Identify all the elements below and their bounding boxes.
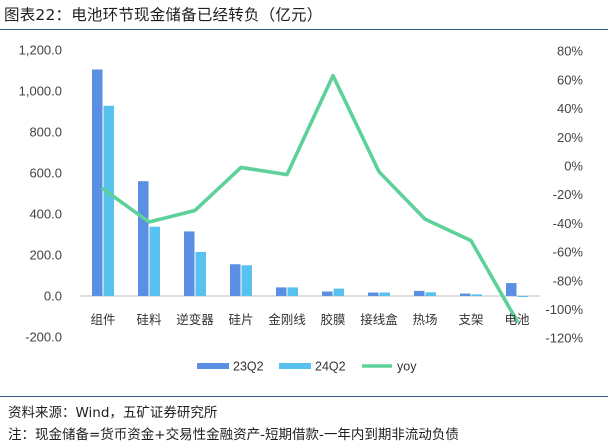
category-label: 组件 [90,312,115,327]
right-axis-tick-label: 80% [557,44,583,59]
bar-24q2 [517,296,528,298]
legend-swatch-24q2 [279,363,311,369]
right-axis-tick-label: -20% [553,187,584,202]
right-axis-tick-label: 60% [557,72,583,87]
bar-24q2 [287,287,298,296]
left-axis-tick-label: 400.0 [29,207,62,222]
right-axis-tick-label: -100% [545,302,583,317]
legend-swatch-23q2 [197,363,229,369]
bar-24q2 [425,292,436,296]
category-label: 逆变器 [176,312,214,327]
bar-23q2 [414,290,425,296]
bar-23q2 [460,293,471,296]
bar-23q2 [92,69,103,296]
title-rule [0,29,608,30]
category-label: 胶膜 [320,312,345,327]
left-axis-tick-label: 1,200.0 [19,43,62,58]
right-axis-tick-label: 0% [564,159,583,174]
bar-23q2 [138,181,149,296]
legend-label-yoy: yoy [397,360,417,374]
left-axis-tick-label: 600.0 [29,166,62,181]
yoy-line [101,73,519,323]
bar-23q2 [230,264,241,296]
bar-24q2 [471,294,482,296]
bar-24q2 [379,292,390,296]
category-label: 金刚线 [268,312,306,327]
right-axis-tick-label: 20% [557,130,583,145]
definition-note: 注：现金储备=货币资金+交易性金融资产-短期借款-一年内到期非流动负债 [8,427,459,443]
source-note: 资料来源：Wind，五矿证券研究所 [8,405,218,421]
left-axis-tick-label: 1,000.0 [19,84,62,99]
category-label: 硅料 [136,312,162,327]
right-axis-tick-label: -40% [553,216,584,231]
bar-23q2 [322,291,333,296]
bar-23q2 [184,231,195,296]
right-axis-tick-label: 40% [557,101,583,116]
left-axis-tick-label: 200.0 [29,248,62,263]
bar-23q2 [506,283,517,296]
left-axis-tick-label: -200.0 [25,330,62,345]
category-label: 支架 [458,312,483,327]
category-label: 电池 [504,312,530,327]
combo-chart: -200.0 0.0 200.0 400.0 600.0 800.0 1,000.0 1,20… [19,43,584,374]
bar-24q2 [195,251,206,296]
category-label: 硅片 [228,312,253,327]
right-axis-tick-label: -60% [553,245,584,260]
figure-title: 图表22：电池环节现金储备已经转负（亿元） [4,6,323,24]
right-axis-tick-label: -80% [553,273,584,288]
bar-23q2 [276,287,287,296]
bar-24q2 [241,265,252,296]
left-axis-tick-label: 0.0 [44,289,62,304]
category-label: 接线盒 [360,312,398,327]
category-label: 热场 [412,312,437,327]
legend-label-24q2: 24Q2 [315,360,346,374]
legend-label-23q2: 23Q2 [233,360,264,374]
footer-rule [0,396,608,397]
right-axis-tick-label: -120% [545,331,583,346]
bar-24q2 [103,105,114,296]
bar-23q2 [368,292,379,296]
left-axis-tick-label: 800.0 [29,125,62,140]
bar-24q2 [333,288,344,296]
bar-24q2 [149,226,160,296]
